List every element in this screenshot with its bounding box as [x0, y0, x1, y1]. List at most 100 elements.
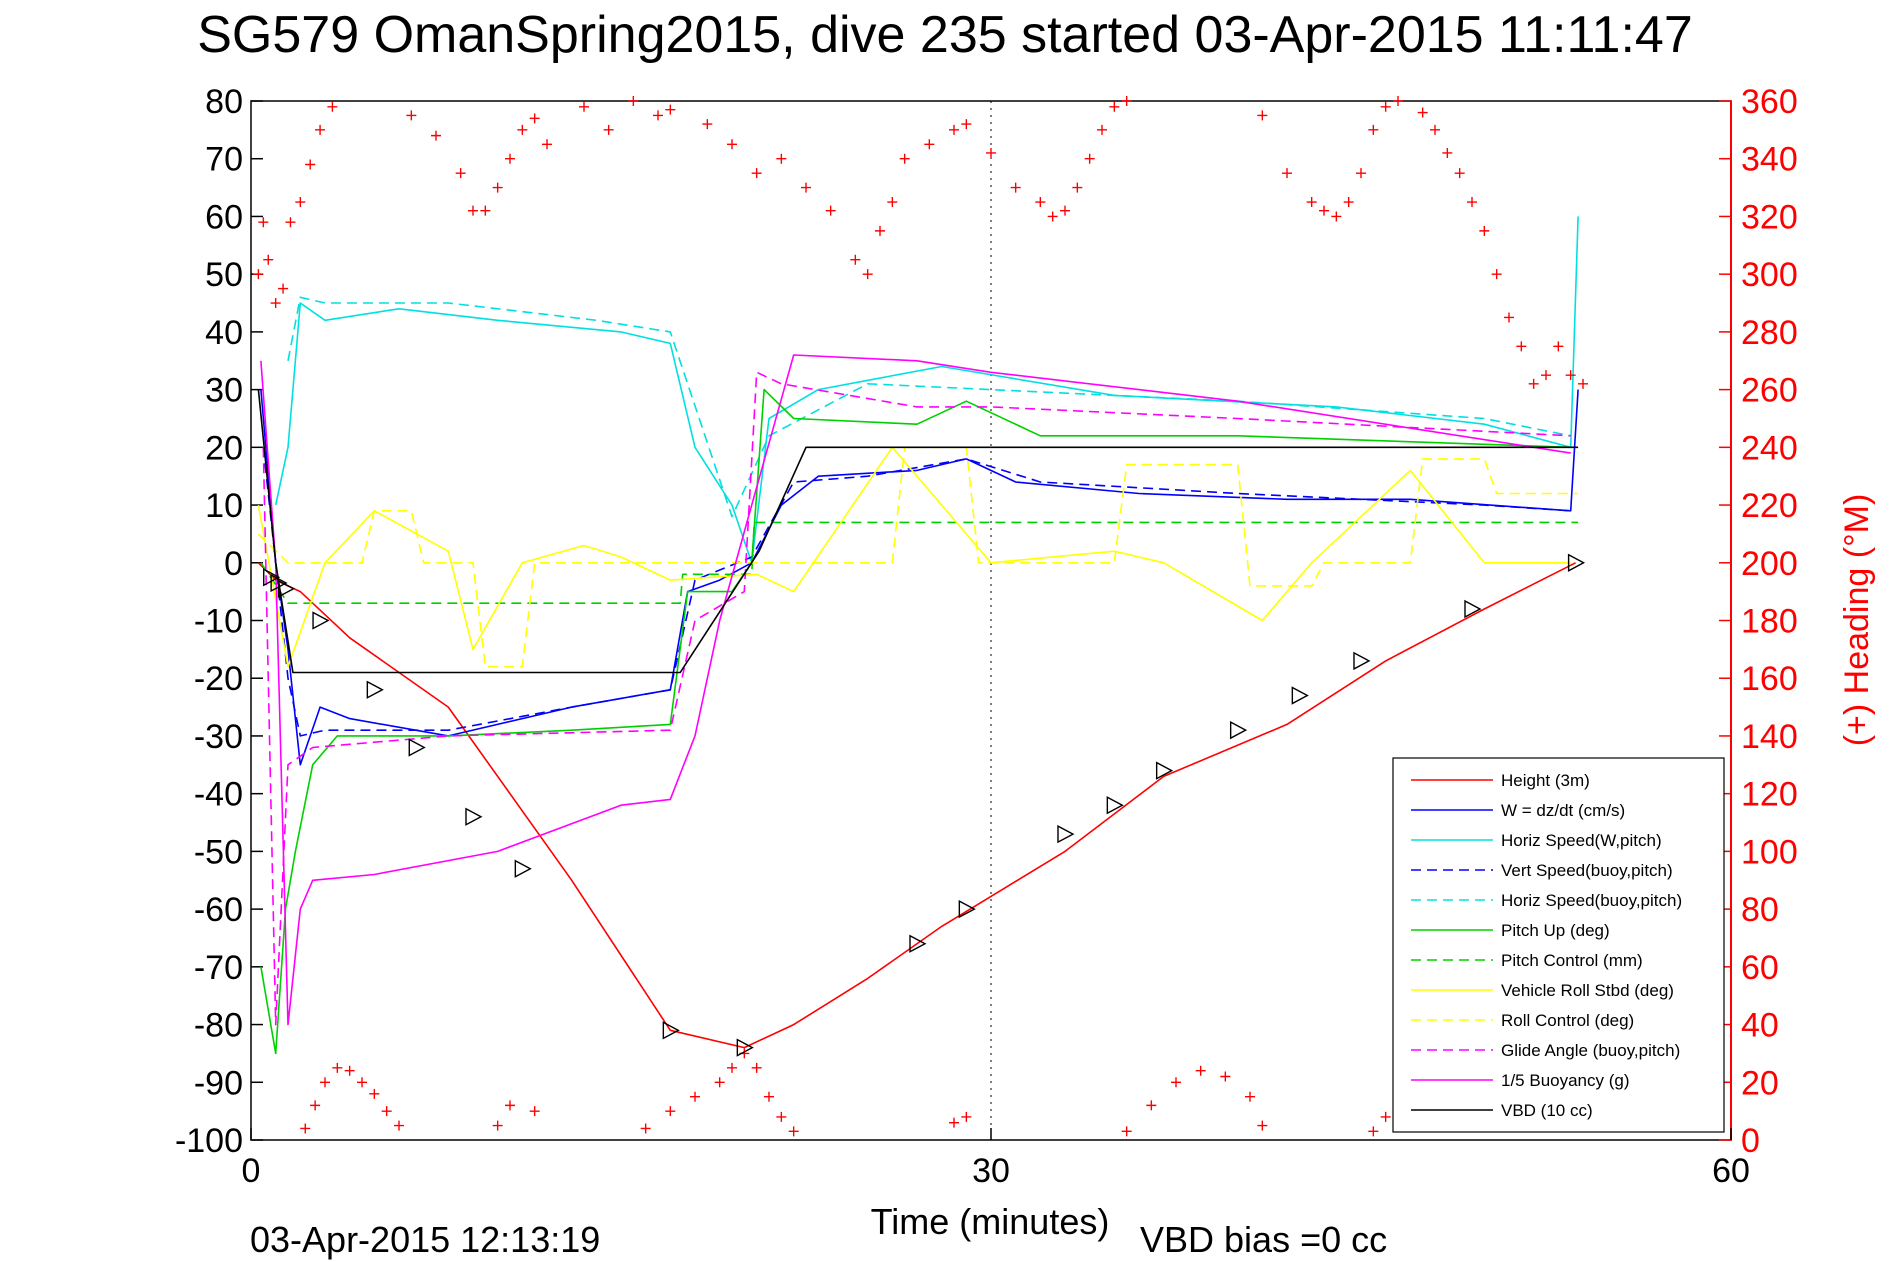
y-tick-label-13: -50	[194, 833, 243, 871]
heading-point-bottom-23	[961, 1111, 972, 1122]
heading-point-33	[875, 225, 885, 236]
heading-point-bottom-7	[381, 1106, 392, 1117]
heading-point-16	[505, 153, 515, 164]
heading-point-1	[258, 217, 269, 228]
heading-point-4	[278, 283, 289, 294]
heading-point-10	[406, 110, 417, 121]
heading-point-29	[801, 182, 811, 193]
depth-marker-7	[514, 859, 532, 878]
legend-entry-6: Pitch Control (mm)	[1501, 951, 1643, 970]
heading-point-69	[1541, 370, 1551, 381]
y-tick-label-12: -40	[194, 776, 243, 814]
heading-point-bottom-21	[788, 1126, 799, 1137]
y2-tick-label-15: 60	[1741, 949, 1779, 987]
legend-entry-8: Roll Control (deg)	[1501, 1011, 1634, 1030]
heading-point-bottom-27	[1195, 1065, 1206, 1076]
heading-point-bottom-20	[776, 1111, 787, 1122]
y-tick-label-18: -100	[175, 1122, 243, 1160]
y2-tick-label-0: 360	[1741, 83, 1798, 121]
y2-tick-label-14: 80	[1741, 891, 1779, 929]
y2-tick-label-18: 0	[1741, 1122, 1760, 1160]
heading-point-43	[1060, 205, 1070, 216]
x-tick-label-1: 30	[972, 1152, 1010, 1190]
y2-tick-label-3: 300	[1741, 256, 1798, 294]
heading-point-35	[899, 153, 910, 164]
heading-point-24	[665, 104, 676, 115]
heading-point-59	[1417, 107, 1428, 118]
heading-point-56	[1368, 124, 1379, 135]
heading-point-bottom-5	[357, 1077, 367, 1088]
y2-tick-label-17: 20	[1741, 1064, 1779, 1102]
series-line-1-5-buoyancy-g	[260, 354, 1571, 1026]
legend-entry-0: Height (3m)	[1501, 771, 1590, 790]
series-line-horiz-speed-w-pitch	[274, 216, 1579, 564]
legend-entry-10: 1/5 Buoyancy (g)	[1501, 1071, 1630, 1090]
heading-point-17	[517, 124, 528, 135]
depth-marker-5	[408, 738, 426, 757]
y-tick-label-5: 30	[205, 372, 243, 410]
heading-point-6	[295, 197, 306, 208]
depth-marker-18	[1464, 599, 1482, 619]
y-tick-label-0: 80	[205, 83, 243, 121]
heading-point-5	[285, 217, 296, 228]
series-line-vert-speed-buoy-pitch	[262, 447, 1571, 737]
heading-point-bottom-32	[1380, 1111, 1391, 1122]
heading-point-66	[1504, 312, 1514, 323]
heading-point-30	[825, 205, 836, 216]
y2-tick-label-16: 40	[1741, 1007, 1779, 1045]
heading-point-bottom-14	[690, 1091, 700, 1102]
heading-point-23	[653, 110, 663, 121]
depth-marker-12	[1057, 824, 1075, 844]
heading-point-9	[327, 101, 338, 112]
series-line-w-dz-dt-cm-s	[260, 389, 1579, 766]
heading-point-61	[1442, 147, 1453, 158]
series-line-glide-angle-buoy-pitch	[262, 371, 1571, 1026]
y-tick-label-7: 10	[205, 487, 243, 525]
heading-point-39	[986, 147, 996, 158]
heading-point-55	[1356, 168, 1366, 179]
heading-point-31	[850, 254, 861, 265]
legend-entry-3: Vert Speed(buoy,pitch)	[1501, 861, 1673, 880]
heading-point-14	[480, 205, 491, 216]
series-line-pitch-up-deg	[260, 388, 1571, 1055]
heading-point-47	[1109, 101, 1120, 112]
depth-marker-16	[1291, 686, 1309, 705]
heading-point-48	[1121, 96, 1132, 106]
heading-point-28	[776, 153, 787, 164]
y-tick-label-6: 20	[205, 429, 243, 467]
y-tick-label-8: 0	[224, 545, 243, 583]
y2-tick-label-6: 240	[1741, 429, 1798, 467]
y-tick-label-17: -90	[194, 1064, 243, 1102]
heading-point-bottom-18	[751, 1062, 762, 1073]
depth-marker-9	[736, 1038, 754, 1057]
heading-layer	[253, 96, 1588, 1137]
heading-point-8	[315, 124, 326, 135]
series-line-height-3m	[257, 562, 1576, 1049]
heading-point-41	[1035, 197, 1046, 208]
heading-point-65	[1491, 269, 1502, 280]
heading-point-0	[253, 269, 264, 280]
y2-axis-label: (+) Heading (°M)	[1838, 494, 1876, 747]
heading-point-bottom-3	[332, 1062, 343, 1073]
x-axis: 0 30 60	[242, 1128, 1750, 1190]
y-tick-label-16: -80	[194, 1007, 243, 1045]
heading-point-bottom-0	[300, 1123, 311, 1134]
depth-marker-11	[958, 899, 976, 919]
chart-title: SG579 OmanSpring2015, dive 235 started 0…	[197, 6, 1693, 64]
heading-point-bottom-30	[1257, 1120, 1268, 1131]
heading-point-53	[1331, 211, 1342, 222]
depth-marker-15	[1229, 721, 1248, 740]
legend-entry-9: Glide Angle (buoy,pitch)	[1501, 1041, 1680, 1060]
y2-tick-label-12: 120	[1741, 776, 1798, 814]
depth-marker-13	[1106, 796, 1124, 815]
y2-tick-label-7: 220	[1741, 487, 1798, 525]
heading-point-32	[862, 269, 873, 280]
y-tick-label-14: -60	[194, 891, 243, 929]
y-tick-label-10: -20	[194, 660, 243, 698]
heading-point-45	[1084, 153, 1095, 164]
y-tick-label-2: 60	[205, 198, 243, 236]
y2-tick-label-10: 160	[1741, 660, 1798, 698]
y2-tick-label-5: 260	[1741, 372, 1798, 410]
series-line-roll-control-deg	[257, 446, 1579, 668]
